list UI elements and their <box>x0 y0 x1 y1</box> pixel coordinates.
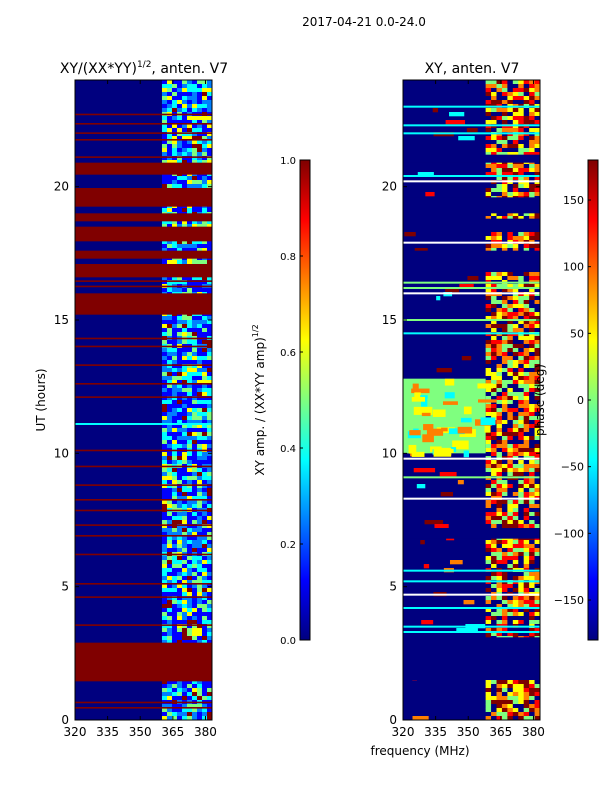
suptitle: 2017-04-21 0.0-24.0 <box>302 15 426 29</box>
x-tick-label: 365 <box>161 725 184 739</box>
right-panel: XY, anten. V7 0 5 10 15 20 320 335 350 365 380 <box>382 61 545 739</box>
colorbar-tick-label: 0.6 <box>280 348 296 359</box>
left-colorbar-gradient <box>299 159 311 641</box>
left-heatmap <box>75 80 213 721</box>
colorbar-tick-label: 0.0 <box>280 636 296 647</box>
x-tick-label: 320 <box>64 725 87 739</box>
y-tick-label: 0 <box>389 713 397 727</box>
x-tick-label: 380 <box>522 725 545 739</box>
y-tick-label: 5 <box>61 580 69 594</box>
right-colorbar: −150 −100 −50 0 50 100 150 phase (deg) <box>533 159 599 641</box>
y-tick-label: 20 <box>54 180 69 194</box>
y-tick-label: 10 <box>54 446 69 460</box>
right-colorbar-ticks: −150 −100 −50 0 50 100 150 <box>554 194 591 607</box>
colorbar-tick-label: −150 <box>554 594 584 607</box>
colorbar-tick-label: −100 <box>554 527 584 540</box>
y-tick-label: 5 <box>389 580 397 594</box>
colorbar-tick-label: 50 <box>570 327 584 340</box>
right-x-ticks: 320 335 350 365 380 <box>392 80 545 739</box>
colorbar-tick-label: 150 <box>563 194 584 207</box>
y-tick-label: 10 <box>382 446 397 460</box>
colorbar-tick-label: −50 <box>561 461 584 474</box>
y-tick-label: 15 <box>382 313 397 327</box>
left-colorbar-ticks: 0.0 0.2 0.4 0.6 0.8 1.0 <box>280 156 303 647</box>
colorbar-tick-label: 0.8 <box>280 252 296 263</box>
colorbar-tick-label: 1.0 <box>280 156 296 167</box>
left-colorbar: 0.0 0.2 0.4 0.6 0.8 1.0 XY amp. / (XX*YY amp)… <box>251 156 311 647</box>
right-y-ticks: 0 5 10 15 20 <box>382 180 540 727</box>
colorbar-tick-label: 0.4 <box>280 444 296 455</box>
colorbar-tick-label: 0 <box>577 394 584 407</box>
left-colorbar-label: XY amp. / (XX*YY amp)1/2 <box>251 324 267 475</box>
x-tick-label: 350 <box>457 725 480 739</box>
x-tick-label: 335 <box>96 725 119 739</box>
left-y-axis-label: UT (hours) <box>34 368 48 431</box>
right-heatmap <box>403 80 541 721</box>
x-tick-label: 335 <box>424 725 447 739</box>
left-panel: XY/(XX*YY)1/2, anten. V7 0 5 10 15 20 320 335… <box>34 60 228 739</box>
left-panel-title: XY/(XX*YY)1/2, anten. V7 <box>60 60 228 77</box>
heatmap-cells <box>161 80 213 721</box>
left-y-ticks: 0 5 10 15 20 <box>54 180 212 727</box>
right-panel-title: XY, anten. V7 <box>425 61 520 77</box>
x-tick-label: 380 <box>194 725 217 739</box>
y-tick-label: 0 <box>61 713 69 727</box>
x-tick-label: 350 <box>129 725 152 739</box>
left-x-ticks: 320 335 350 365 380 <box>64 80 217 739</box>
right-plot-frame <box>402 79 541 721</box>
colorbar-tick-label: 0.2 <box>280 540 296 551</box>
x-tick-label: 320 <box>392 725 415 739</box>
right-colorbar-label: phase (deg) <box>533 364 547 436</box>
left-plot-frame <box>74 79 213 721</box>
y-tick-label: 15 <box>54 313 69 327</box>
x-axis-label: frequency (MHz) <box>370 744 469 758</box>
x-tick-label: 365 <box>489 725 512 739</box>
colorbar-tick-label: 100 <box>563 261 584 274</box>
y-tick-label: 20 <box>382 180 397 194</box>
